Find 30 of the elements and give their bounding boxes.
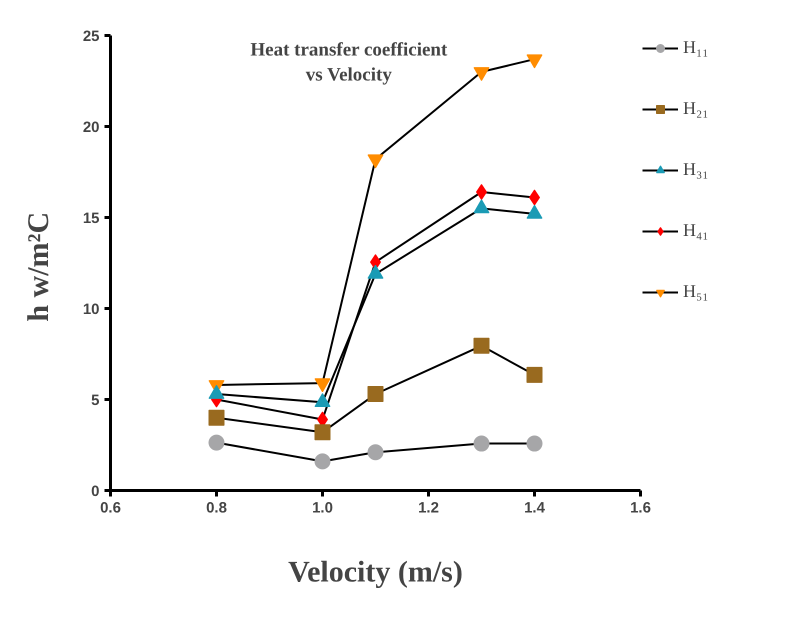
y-tick-label: 20 [82, 119, 100, 136]
legend-label: H₅₁ [683, 281, 709, 302]
point [526, 366, 542, 383]
y-tick-label: 5 [91, 392, 100, 409]
x-tick-label: 1.2 [418, 500, 439, 516]
x-tick-label: 1.6 [630, 500, 651, 516]
point [368, 444, 384, 460]
point [474, 436, 490, 452]
point [526, 436, 542, 452]
y-tick-label: 10 [82, 301, 100, 318]
x-tick-label: 1.0 [312, 500, 333, 516]
legend-label: H₃₁ [683, 159, 709, 180]
legend-label: H₁₁ [683, 37, 709, 58]
y-tick-label: 0 [91, 483, 100, 500]
legend-label: H₂₁ [683, 98, 709, 119]
y-axis-title: h w/m²C [22, 212, 55, 322]
x-tick-label: 1.4 [524, 500, 546, 516]
y-tick-label: 15 [82, 210, 100, 227]
x-axis-title: Velocity (m/s) [288, 556, 463, 588]
point [208, 410, 224, 426]
legend-label: H₄₁ [683, 220, 709, 241]
point [314, 424, 330, 440]
x-tick-label: 0.6 [100, 500, 121, 516]
x-tick-label: 0.8 [206, 500, 227, 516]
point [314, 453, 330, 470]
point [368, 386, 384, 402]
y-tick-label: 25 [82, 28, 100, 45]
point [474, 338, 490, 354]
text: Heat transfer coefficient vs Velocity [250, 40, 448, 86]
point [208, 434, 224, 451]
